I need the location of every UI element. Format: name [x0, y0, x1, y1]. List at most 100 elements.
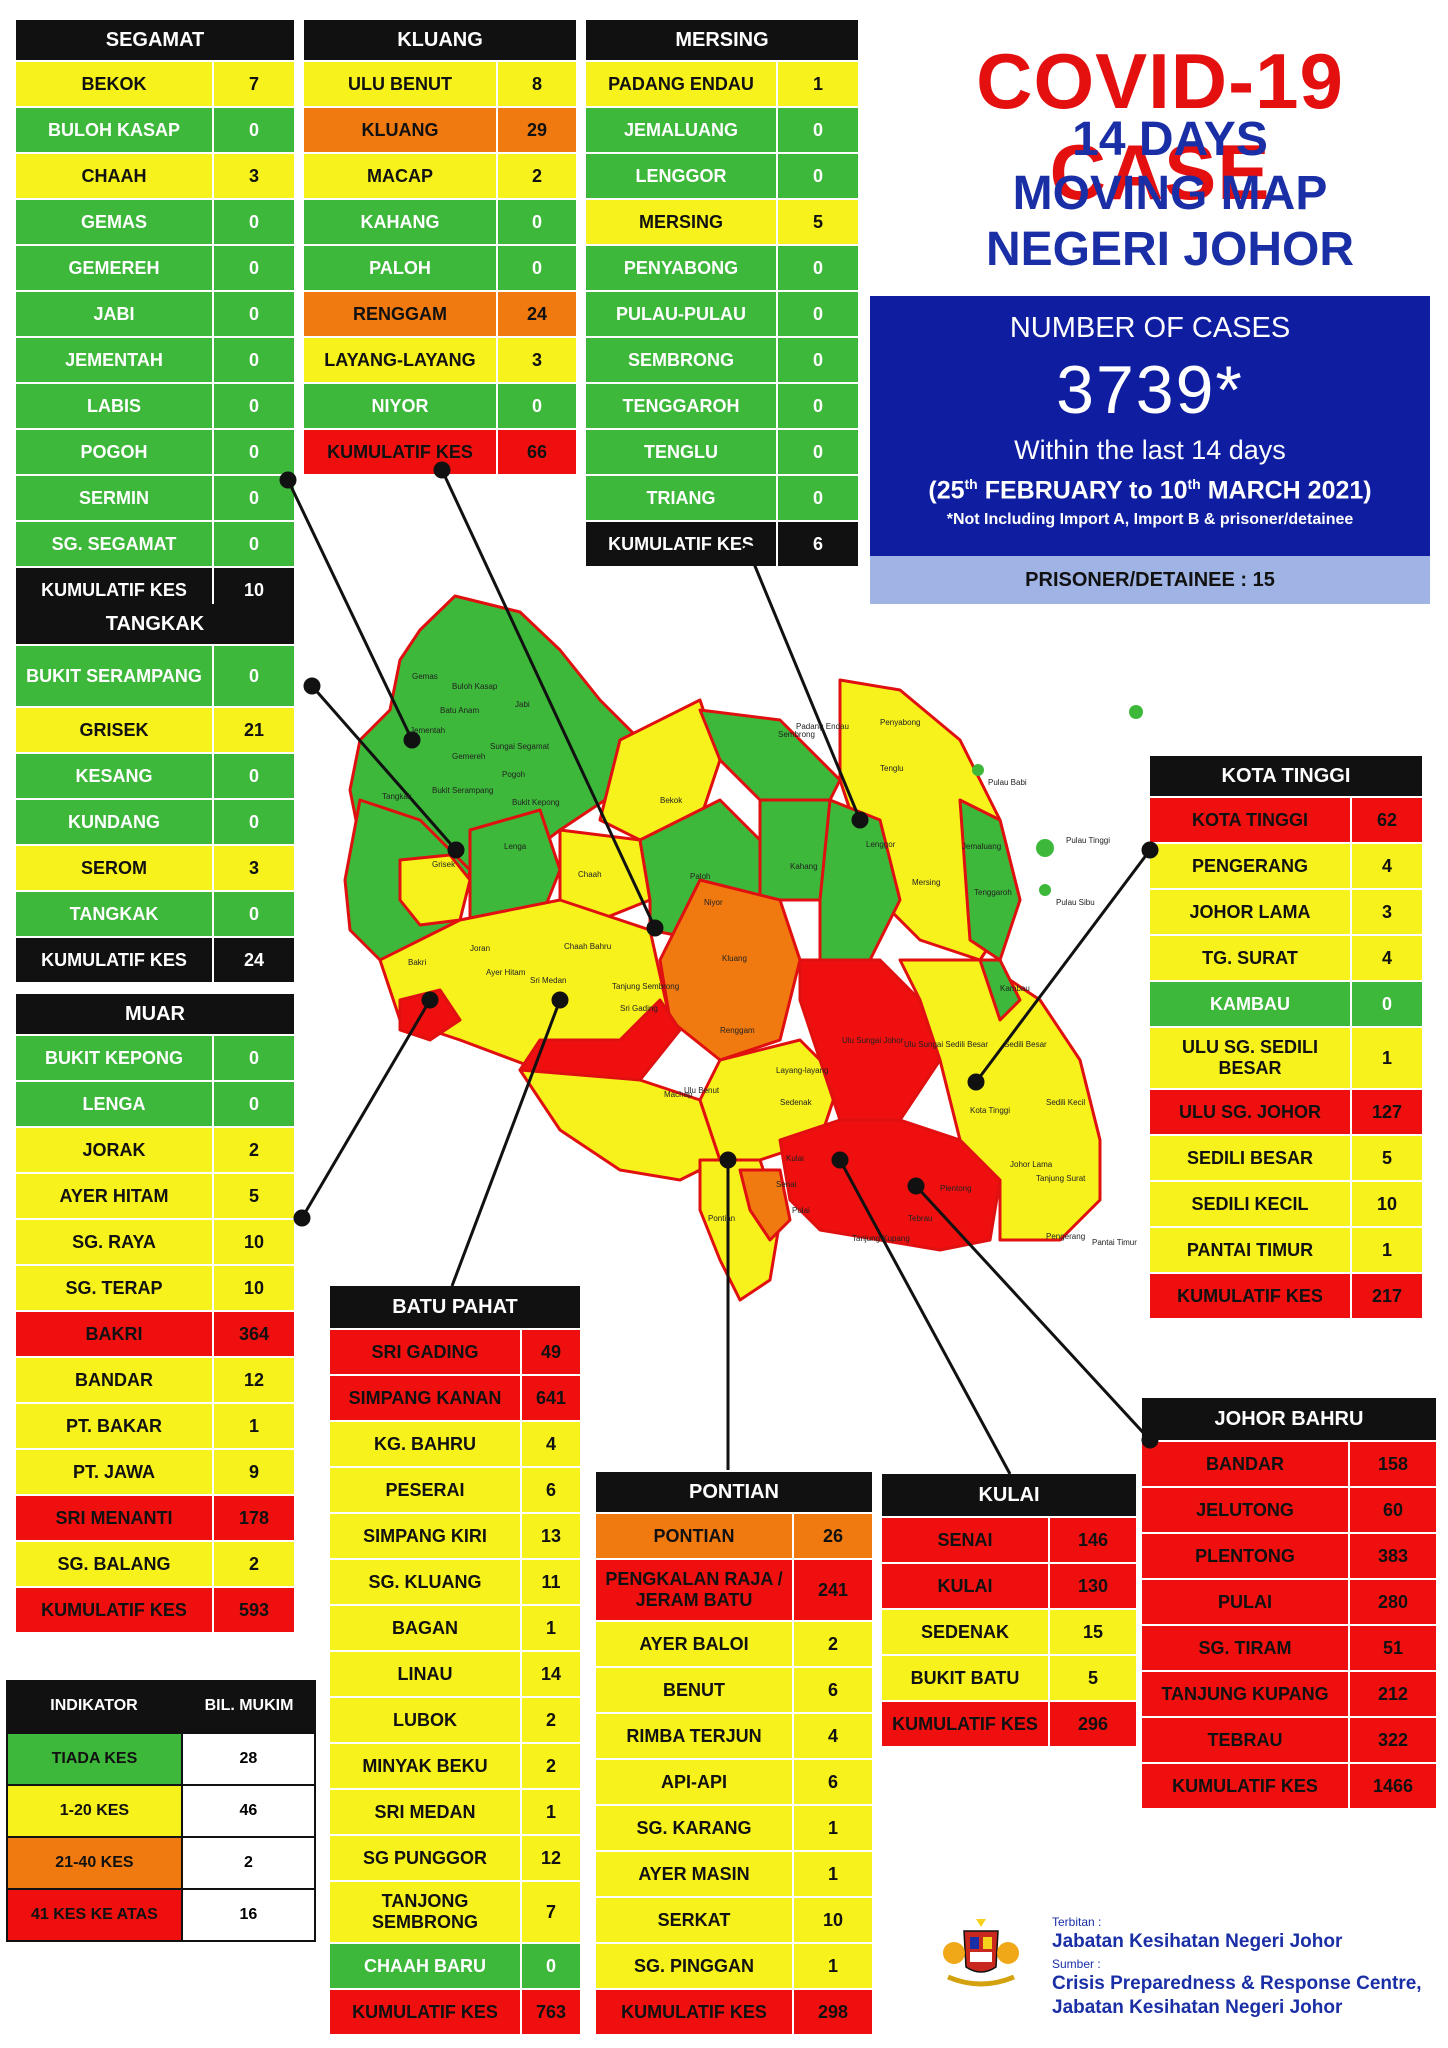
map-place-label: Pulau Sibu: [1056, 898, 1095, 907]
mukim-row: PONTIAN 26: [596, 1512, 872, 1558]
subtitle-moving-map: MOVING MAP: [1012, 167, 1328, 220]
mukim-name: BEKOK: [16, 62, 212, 106]
mukim-row: BENUT 6: [596, 1666, 872, 1712]
panel-muar: MUAR BUKIT KEPONG 0 LENGA 0 JORAK 2 AYER HITAM 5…: [16, 994, 294, 1632]
mukim-row: SRI GADING 49: [330, 1328, 580, 1374]
mukim-case-count: 1466: [1348, 1764, 1436, 1808]
mukim-case-count: 0: [520, 1944, 580, 1988]
mukim-case-count: 29: [496, 108, 576, 152]
mukim-name: KUMULATIF KES: [16, 1588, 212, 1632]
mukim-name: MACAP: [304, 154, 496, 198]
mukim-name: RENGGAM: [304, 292, 496, 336]
mukim-case-count: 0: [212, 892, 294, 936]
island-pulau-tinggi: [1036, 839, 1054, 857]
mukim-case-count: 26: [792, 1514, 872, 1558]
map-place-label: Joran: [470, 944, 491, 953]
mukim-row: LUBOK 2: [330, 1696, 580, 1742]
mukim-row: SG. SEGAMAT 0: [16, 520, 294, 566]
prisoner-detainee-bar: PRISONER/DETAINEE : 15: [870, 556, 1430, 604]
mukim-name: SG. PINGGAN: [596, 1944, 792, 1988]
mukim-row: KUMULATIF KES 24: [16, 936, 294, 982]
map-place-label: Ulu Sungai Johor: [842, 1036, 904, 1045]
mukim-name: RIMBA TERJUN: [596, 1714, 792, 1758]
panel-title: KLUANG: [304, 20, 576, 60]
map-region-johor-bahru: [778, 1118, 1002, 1252]
mukim-case-count: 21: [212, 708, 294, 752]
legend-row: 21-40 KES 2: [8, 1836, 314, 1888]
map-region-bakri: [398, 988, 462, 1042]
mukim-case-count: 1: [520, 1790, 580, 1834]
mukim-row: KUMULATIF KES 1466: [1142, 1762, 1436, 1808]
mukim-case-count: 13: [520, 1514, 580, 1558]
map-place-label: Plentong: [940, 1184, 972, 1193]
mukim-row: KESANG 0: [16, 752, 294, 798]
mukim-row: CHAAH 3: [16, 152, 294, 198]
mukim-name: KESANG: [16, 754, 212, 798]
mukim-name: AYER HITAM: [16, 1174, 212, 1218]
map-place-label: Kulai: [786, 1154, 804, 1163]
date-end-rest: MARCH 2021): [1207, 476, 1372, 505]
mukim-row: SG. TERAP 10: [16, 1264, 294, 1310]
mukim-row: KUNDANG 0: [16, 798, 294, 844]
mukim-row: BULOH KASAP 0: [16, 106, 294, 152]
mukim-case-count: 11: [520, 1560, 580, 1604]
map-region-muar: [378, 898, 672, 1072]
mukim-name: PALOH: [304, 246, 496, 290]
mukim-row: PLENTONG 383: [1142, 1532, 1436, 1578]
mukim-case-count: 593: [212, 1588, 294, 1632]
mukim-name: TANGKAK: [16, 892, 212, 936]
cases-summary-box: NUMBER OF CASES 3739* Within the last 14…: [870, 296, 1430, 556]
mukim-case-count: 0: [496, 200, 576, 244]
map-place-label: Sedili Besar: [1004, 1040, 1047, 1049]
map-place-label: Niyor: [704, 898, 723, 907]
mukim-row: LINAU 14: [330, 1650, 580, 1696]
mukim-name: AYER BALOI: [596, 1622, 792, 1666]
mukim-name: GEMAS: [16, 200, 212, 244]
main-title: COVID-19 CASE: [976, 37, 1344, 216]
mukim-row: BANDAR 158: [1142, 1440, 1436, 1486]
mukim-name: SG. KARANG: [596, 1806, 792, 1850]
date-end-day: 10: [1159, 476, 1188, 505]
date-start-rest: FEBRUARY to: [984, 476, 1153, 505]
mukim-case-count: 62: [1350, 798, 1422, 842]
mukim-row: GEMEREH 0: [16, 244, 294, 290]
map-place-label: Pulau Tinggi: [1066, 836, 1111, 845]
map-place-label: Bekok: [660, 796, 683, 805]
mukim-name: GEMEREH: [16, 246, 212, 290]
mukim-case-count: 1: [792, 1852, 872, 1896]
panel-title: KOTA TINGGI: [1150, 756, 1422, 796]
mukim-row: CHAAH BARU 0: [330, 1942, 580, 1988]
mukim-case-count: 3: [1350, 890, 1422, 934]
map-place-label: Pulai: [792, 1206, 810, 1215]
mukim-row: MINYAK BEKU 2: [330, 1742, 580, 1788]
map-place-label: Tanjung Sembrong: [612, 982, 680, 991]
map-place-label: Layang-layang: [776, 1066, 829, 1075]
map-place-label: Kluang: [722, 954, 747, 963]
mukim-name: BUKIT KEPONG: [16, 1036, 212, 1080]
mukim-case-count: 0: [776, 384, 858, 428]
mukim-name: TENGLU: [586, 430, 776, 474]
mukim-name: JOHOR LAMA: [1150, 890, 1350, 934]
legend-label: 1-20 KES: [8, 1786, 181, 1836]
mukim-name: PULAU-PULAU: [586, 292, 776, 336]
legend-header-indikator: INDIKATOR: [50, 1697, 138, 1714]
mukim-row: KUMULATIF KES 298: [596, 1988, 872, 2034]
mukim-case-count: 0: [212, 292, 294, 336]
map-region-jemaluang: [958, 798, 1022, 962]
mukim-case-count: 0: [212, 108, 294, 152]
map-region-mersing: [838, 678, 1022, 962]
mukim-row: JORAK 2: [16, 1126, 294, 1172]
mukim-name: KUMULATIF KES: [1142, 1764, 1348, 1808]
source-label: Sumber :: [1052, 1957, 1101, 1971]
mukim-name: PENGKALAN RAJA / JERAM BATU: [596, 1560, 792, 1620]
mukim-case-count: 15: [1048, 1610, 1136, 1654]
mukim-name: KUMULATIF KES: [596, 1990, 792, 2034]
mukim-case-count: 383: [1348, 1534, 1436, 1578]
panel-title: SEGAMAT: [16, 20, 294, 60]
mukim-row: SIMPANG KIRI 13: [330, 1512, 580, 1558]
mukim-case-count: 0: [212, 1036, 294, 1080]
subtitle-negeri-johor: NEGERI JOHOR: [985, 223, 1355, 276]
mukim-case-count: 0: [212, 430, 294, 474]
mukim-case-count: 0: [212, 338, 294, 382]
map-region-kahang: [758, 798, 862, 902]
